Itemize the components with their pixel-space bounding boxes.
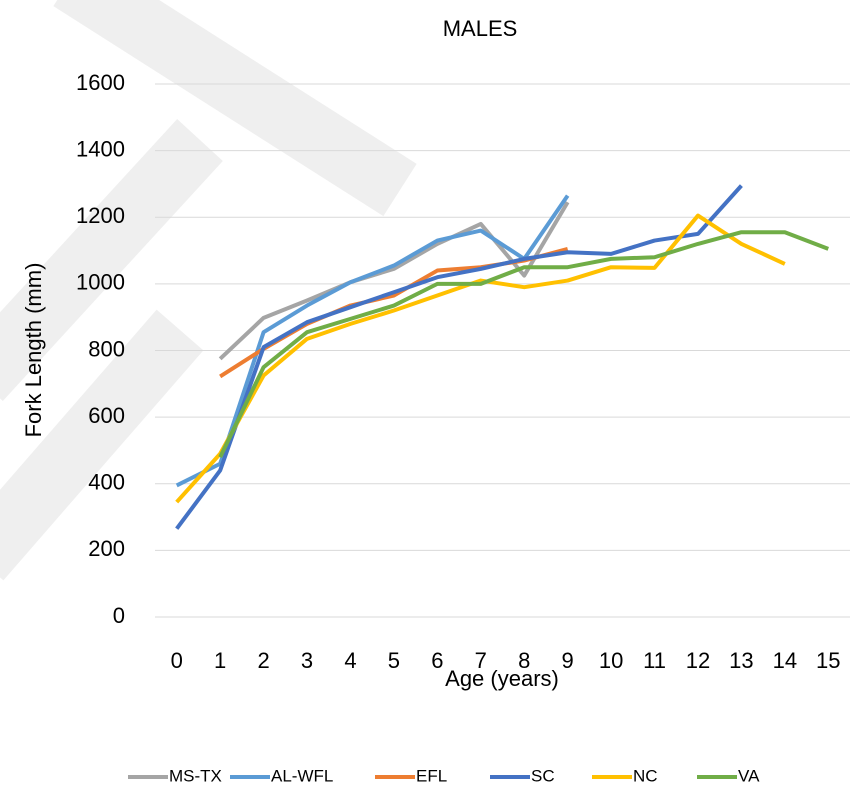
watermark-band [0,309,204,581]
y-tick-label: 1400 [76,136,125,161]
legend-label: MS-TX [169,766,222,785]
x-tick-label: 14 [773,648,797,673]
x-tick-label: 12 [686,648,710,673]
x-tick-label: 10 [599,648,623,673]
legend-label: VA [738,766,760,785]
x-tick-label: 15 [816,648,840,673]
y-tick-label: 1000 [76,270,125,295]
y-tick-label: 800 [88,336,125,361]
legend-label: SC [531,766,555,785]
x-tick-label: 8 [518,648,530,673]
watermark [0,0,417,581]
series-line [218,230,829,458]
x-tick-label: 7 [475,648,487,673]
y-tick-label: 200 [88,536,125,561]
x-tick-label: 0 [171,648,183,673]
y-tick-label: 1200 [76,203,125,228]
x-tick-label: 1 [214,648,226,673]
series-line [175,213,786,504]
x-axis-label: Age (years) [445,666,559,691]
legend-label: EFL [416,766,447,785]
y-tick-label: 400 [88,470,125,495]
x-tick-label: 3 [301,648,313,673]
x-tick-label: 11 [643,648,666,673]
x-tick-label: 13 [729,648,753,673]
y-tick-label: 1600 [76,70,125,95]
series-line [218,201,570,361]
watermark-band [53,0,417,217]
legend-label: AL-WFL [271,766,333,785]
chart-title: MALES [443,16,518,41]
watermark-band [0,119,223,401]
y-tick-label: 0 [113,603,125,628]
y-axis-label: Fork Length (mm) [21,263,46,438]
series-line [175,184,743,530]
x-tick-label: 4 [344,648,356,673]
legend-label: NC [633,766,658,785]
x-tick-label: 6 [431,648,443,673]
series-line [175,194,570,488]
x-tick-label: 9 [562,648,574,673]
y-tick-label: 600 [88,403,125,428]
x-tick-label: 5 [388,648,400,673]
x-tick-label: 2 [257,648,269,673]
